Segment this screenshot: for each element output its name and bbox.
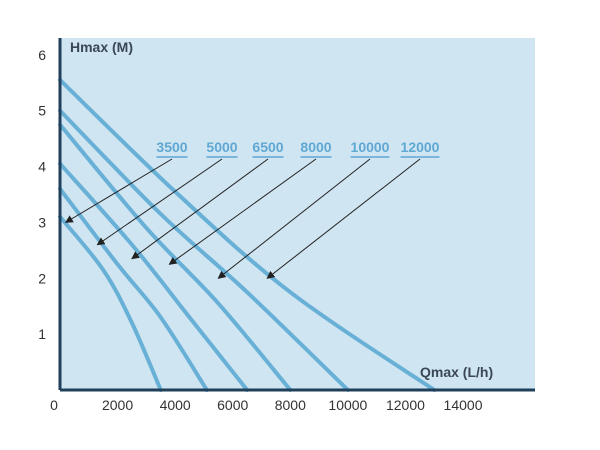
x-tick-label: 14000 — [444, 397, 483, 413]
y-tick-label: 4 — [38, 159, 46, 175]
x-tick-label: 2000 — [102, 397, 133, 413]
x-tick-label: 12000 — [386, 397, 425, 413]
curve-10000 — [58, 108, 350, 392]
x-axis-title: Qmax (L/h) — [420, 364, 493, 380]
plot-area — [60, 38, 535, 390]
series-label-8000: 8000 — [300, 139, 331, 155]
curve-5000 — [58, 186, 209, 392]
leader-arrow-5000 — [96, 158, 223, 246]
tick-labels-group: 0 2000 4000 6000 8000 10000 12000 14000 1 2 3 4 5 6 — [38, 47, 483, 413]
curve-6500 — [58, 161, 250, 392]
x-tick-label: 10000 — [328, 397, 367, 413]
series-label-5000: 5000 — [206, 139, 237, 155]
leader-arrow-8000 — [168, 158, 317, 265]
y-tick-label: 3 — [38, 214, 46, 230]
leader-arrow-12000 — [266, 158, 421, 279]
curve-8000 — [58, 122, 293, 392]
series-label-6500: 6500 — [252, 139, 283, 155]
x-tick-label: 8000 — [275, 397, 306, 413]
series-label-10000: 10000 — [351, 139, 390, 155]
arrows-group — [64, 158, 421, 279]
leader-arrow-6500 — [131, 158, 269, 260]
series-label-12000: 12000 — [401, 139, 440, 155]
x-tick-label: 4000 — [160, 397, 191, 413]
y-tick-label: 5 — [38, 103, 46, 119]
curve-3500 — [58, 214, 163, 392]
curves-group — [58, 77, 437, 392]
y-tick-label: 2 — [38, 270, 46, 286]
y-tick-label: 6 — [38, 47, 46, 63]
x-tick-label: 6000 — [217, 397, 248, 413]
y-tick-label: 1 — [38, 326, 46, 342]
series-label-3500: 3500 — [156, 139, 187, 155]
y-axis-title: Hmax (M) — [70, 39, 133, 55]
series-labels-group: 3500 5000 6500 8000 10000 12000 — [156, 139, 440, 158]
curve-12000 — [58, 77, 437, 392]
x-tick-label: 0 — [50, 397, 58, 413]
leader-arrow-10000 — [217, 158, 371, 279]
leader-arrow-3500 — [64, 158, 173, 223]
